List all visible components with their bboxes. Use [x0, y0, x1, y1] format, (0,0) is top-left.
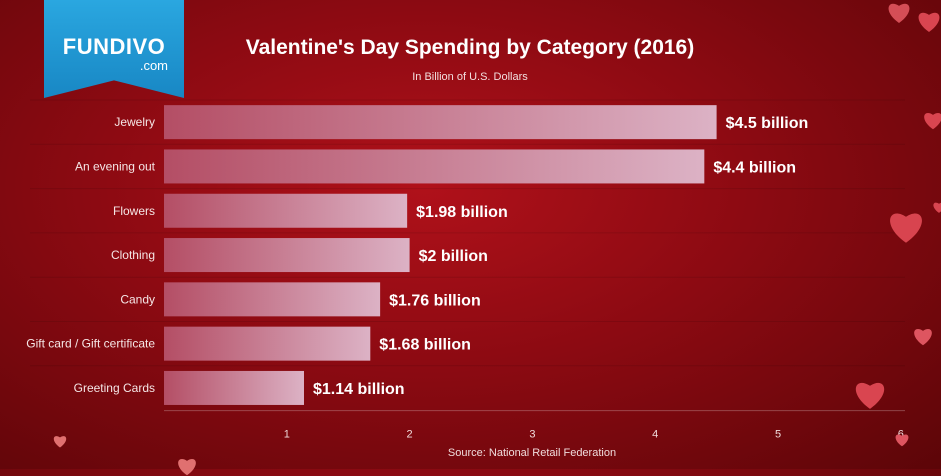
chart-subtitle: In Billion of U.S. Dollars: [412, 71, 528, 83]
heart-icon: [914, 329, 932, 346]
category-label: Clothing: [111, 248, 155, 262]
data-label: $4.4 billion: [713, 159, 796, 176]
bar[interactable]: [164, 370, 304, 405]
category-label: Candy: [120, 292, 155, 306]
data-label: $1.68 billion: [379, 337, 471, 354]
heart-icon: [888, 3, 910, 23]
heart-icon: [53, 436, 67, 448]
x-tick-label: 4: [652, 429, 658, 441]
bar[interactable]: [164, 326, 371, 361]
data-label: $2 billion: [419, 248, 488, 265]
data-label: $1.76 billion: [389, 292, 481, 309]
heart-icon: [890, 213, 922, 243]
category-label: An evening out: [75, 159, 156, 173]
x-tick-label: 1: [284, 429, 290, 441]
x-tick-label: 2: [407, 429, 413, 441]
heart-icon: [924, 113, 941, 130]
heart-icon: [855, 382, 885, 409]
heart-icon: [933, 202, 941, 213]
data-label: $1.98 billion: [416, 204, 508, 221]
chart-title: Valentine's Day Spending by Category (20…: [246, 36, 694, 59]
bar[interactable]: [164, 105, 717, 140]
chart-source: Source: National Retail Federation: [448, 447, 616, 459]
data-label: $4.5 billion: [726, 115, 809, 132]
heart-icon: [918, 12, 940, 32]
logo-domain-text: .com: [139, 58, 168, 73]
category-label: Gift card / Gift certificate: [26, 337, 155, 351]
category-label: Flowers: [113, 204, 155, 218]
heart-icon: [895, 434, 909, 447]
x-tick-label: 3: [529, 429, 535, 441]
bar[interactable]: [164, 282, 381, 317]
x-tick-label: 5: [775, 429, 781, 441]
bar[interactable]: [164, 149, 705, 184]
logo-brand-text: FUNDIVO: [62, 34, 166, 59]
category-label: Jewelry: [114, 115, 155, 129]
fundivo-logo[interactable]: FUNDIVO .com: [44, 0, 184, 98]
category-label: Greeting Cards: [74, 381, 155, 395]
x-tick-label: 6: [898, 429, 904, 441]
heart-icon: [178, 459, 196, 476]
bar[interactable]: [164, 193, 408, 228]
data-label: $1.14 billion: [313, 381, 405, 398]
bar[interactable]: [164, 238, 410, 273]
